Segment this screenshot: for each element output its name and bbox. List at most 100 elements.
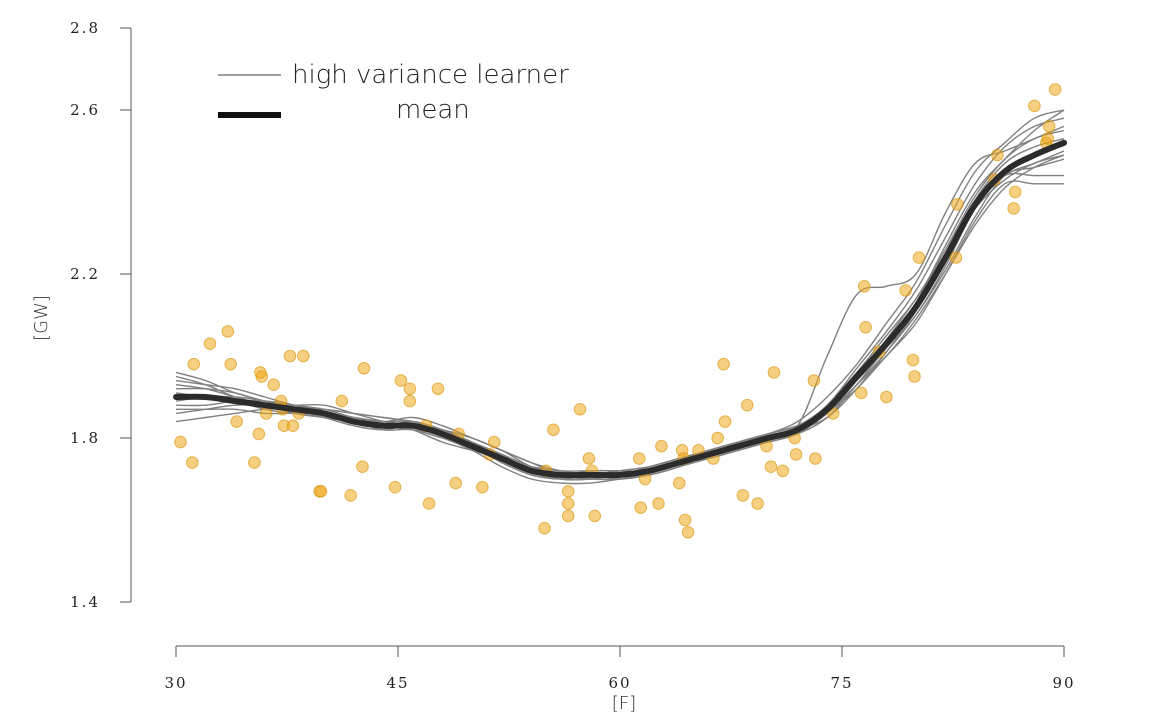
scatter-point — [230, 415, 243, 428]
scatter-point — [403, 382, 417, 396]
y-axis-ticks: 1.4 1.8 2.2 2.6 2.8 — [70, 19, 131, 611]
x-tick-label: 45 — [386, 674, 409, 692]
scatter-point — [857, 280, 871, 293]
scatter-point — [314, 485, 328, 498]
y-tick-label: 2.6 — [70, 101, 100, 119]
y-axis: 1.4 1.8 2.2 2.6 2.8 [GW] — [31, 19, 132, 611]
scatter-point — [776, 464, 790, 478]
scatter-point — [740, 398, 754, 412]
learner-line — [175, 138, 1065, 480]
scatter-point — [991, 148, 1004, 162]
scatter-point — [809, 452, 822, 465]
learner-line — [175, 172, 1064, 473]
learner-line — [175, 154, 1065, 477]
scatter-point — [538, 521, 551, 535]
x-axis-title: [F] — [612, 693, 636, 714]
learner-line — [175, 154, 1065, 481]
scatter-point — [344, 489, 357, 502]
scatter-point — [859, 321, 872, 334]
learner-line — [175, 180, 1064, 485]
scatter-point — [912, 251, 926, 264]
scatter-point — [652, 497, 665, 510]
scatter-point — [951, 198, 964, 211]
scatter-point — [582, 452, 596, 465]
scatter-point — [681, 526, 695, 539]
scatter-point — [431, 382, 445, 396]
scatter-point — [561, 509, 575, 523]
scatter-point — [267, 378, 280, 392]
scatter-point — [252, 427, 266, 441]
scatter-point — [672, 476, 686, 490]
scatter-point — [221, 325, 235, 338]
scatter-point — [449, 476, 463, 490]
scatter-point — [718, 415, 732, 428]
scatter-point — [949, 251, 963, 264]
scatter-point — [403, 394, 417, 408]
scatter-point — [296, 349, 310, 363]
scatter-point — [357, 362, 371, 375]
learner-line — [175, 150, 1065, 481]
scatter-point — [254, 366, 267, 379]
learner-lines — [175, 109, 1065, 485]
scatter-point — [880, 390, 893, 404]
scatter-point — [789, 448, 803, 461]
scatter-point — [335, 394, 349, 408]
scatter-point — [259, 407, 273, 420]
x-axis-ticks: 30 45 60 75 90 — [164, 646, 1074, 692]
y-tick-label: 2.2 — [70, 265, 100, 283]
x-tick-label: 60 — [608, 674, 631, 692]
scatter-point — [906, 353, 920, 367]
scatter-point — [224, 357, 238, 371]
scatter-point — [203, 337, 217, 351]
x-tick-label: 75 — [830, 674, 853, 692]
scatter-point — [174, 435, 187, 449]
scatter-point — [1048, 83, 1062, 96]
scatter-point — [632, 452, 646, 465]
scatter-point — [678, 513, 692, 527]
scatter-point — [717, 357, 730, 371]
scatter-point — [394, 374, 408, 387]
scatter-point — [1042, 120, 1056, 133]
scatter-point — [854, 386, 868, 400]
scatter-point — [1041, 132, 1055, 145]
scatter-point — [187, 357, 201, 371]
scatter-point — [487, 435, 501, 449]
scatter-point — [476, 480, 489, 494]
scatter-point — [634, 501, 648, 515]
scatter-point — [356, 460, 369, 474]
scatter-point — [1028, 99, 1041, 113]
legend-label-learner: high variance learner — [292, 60, 569, 90]
scatter-point — [736, 489, 750, 502]
y-axis-title: [GW] — [31, 295, 52, 341]
scatter-point — [588, 509, 602, 523]
learner-line — [175, 129, 1065, 481]
scatter-point — [908, 370, 921, 383]
scatter-point — [751, 497, 764, 510]
scatter-point — [561, 497, 575, 510]
scatter-point — [388, 480, 402, 494]
scatter-point — [283, 349, 297, 363]
y-tick-label: 1.8 — [70, 429, 100, 447]
scatter-point — [1007, 202, 1020, 215]
scatter-point — [422, 497, 436, 510]
scatter-point — [764, 460, 778, 474]
scatter-point — [711, 431, 724, 445]
scatter-point — [767, 366, 781, 379]
scatter-point — [1008, 185, 1022, 199]
legend: high variance learner mean — [218, 60, 569, 125]
x-axis: 30 45 60 75 90 [F] — [164, 645, 1074, 714]
scatter-point — [573, 403, 587, 416]
scatter-point — [561, 485, 575, 498]
scatter-point — [899, 284, 912, 297]
legend-label-mean: mean — [396, 95, 470, 125]
y-tick-label: 2.8 — [70, 19, 100, 37]
mean-line — [173, 139, 1067, 479]
scatter-point — [807, 374, 821, 387]
scatter-point — [185, 456, 199, 469]
scatter-point — [286, 419, 300, 433]
scatter-point — [547, 423, 560, 437]
scatter-point — [655, 439, 668, 453]
scatter-point — [248, 456, 261, 469]
x-tick-label: 30 — [164, 674, 187, 692]
